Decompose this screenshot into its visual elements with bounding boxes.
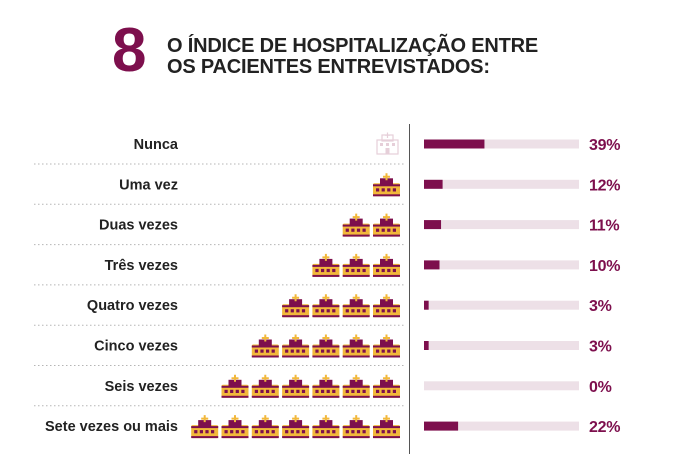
hospital-icon-r7-5 [221,415,249,439]
hospital-icon-r2-1 [342,213,370,237]
bar-1 [424,179,443,189]
value-label-6: 0% [589,379,612,396]
value-label-0: 39% [589,137,620,154]
value-label-2: 11% [589,218,619,235]
hospital-icon-r5-0 [373,334,400,358]
value-label-5: 3% [589,339,612,356]
category-label-5: Cinco vezes [94,339,178,355]
bar-track-3 [424,260,579,270]
bar-track-4 [424,300,579,310]
hospital-icon-r3-1 [342,253,370,277]
hospital-icon-r4-0 [373,294,400,318]
value-label-1: 12% [589,177,620,194]
hospital-icon-r7-0 [373,415,400,439]
hospital-icon-r2-0 [373,213,400,237]
hospital-icon-r6-4 [251,374,279,398]
bar-5 [424,341,429,350]
bar-track-6 [424,381,579,391]
hospital-icon-r7-3 [282,415,310,439]
bar-track-1 [424,179,579,189]
hospital-icon-r7-2 [312,415,340,439]
category-label-0: Nunca [134,137,179,153]
hospital-icon-r6-1 [342,374,370,398]
category-label-3: Três vezes [105,258,178,274]
section-number: 8 [112,16,147,85]
hospital-icon-r6-3 [282,374,310,398]
bar-7 [424,421,459,431]
hospital-icon-r1-0 [373,173,400,197]
hospital-icon-r7-6 [191,415,219,439]
hospital-icon-r4-1 [342,294,370,318]
chart-title-line-1: O ÍNDICE DE HOSPITALIZAÇÃO ENTRE [167,35,539,57]
hospital-icon-r6-2 [312,374,340,398]
category-label-1: Uma vez [119,177,178,193]
hospital-icon-r3-0 [373,253,400,277]
hospital-icon-r0-0 [376,132,399,155]
hospital-icon-r4-2 [312,294,340,318]
axis-divider [409,124,410,454]
bar-4 [424,300,429,310]
value-label-4: 3% [589,298,612,315]
category-label-2: Duas vezes [99,218,178,234]
value-label-3: 10% [589,258,620,275]
bar-track-2 [424,220,579,230]
value-label-7: 22% [589,419,620,436]
hospital-icon-r7-1 [342,415,370,439]
hospital-icon-r5-4 [251,334,279,358]
bar-0 [424,139,485,149]
category-label-7: Sete vezes ou mais [45,419,178,435]
category-label-4: Quatro vezes [87,298,178,314]
hospital-icon-r5-1 [342,334,370,358]
bar-track-0 [424,139,579,149]
category-label-6: Seis vezes [105,379,178,395]
hospital-icon-r5-2 [312,334,340,358]
bar-2 [424,220,442,230]
hospital-icon-r5-3 [282,334,310,358]
hospital-icon-r6-0 [373,374,400,398]
bar-3 [424,260,440,270]
hospital-icon-r4-3 [282,294,310,318]
hospital-icon-r7-4 [251,415,279,439]
chart-title-line-2: OS PACIENTES ENTREVISTADOS: [167,56,490,78]
chart-title: O ÍNDICE DE HOSPITALIZAÇÃO ENTRE OS PACI… [167,36,538,78]
bar-track-7 [424,421,579,431]
bar-track-5 [424,341,579,350]
hospital-icon-r3-2 [312,253,340,277]
hospital-icon-r6-5 [221,374,249,398]
